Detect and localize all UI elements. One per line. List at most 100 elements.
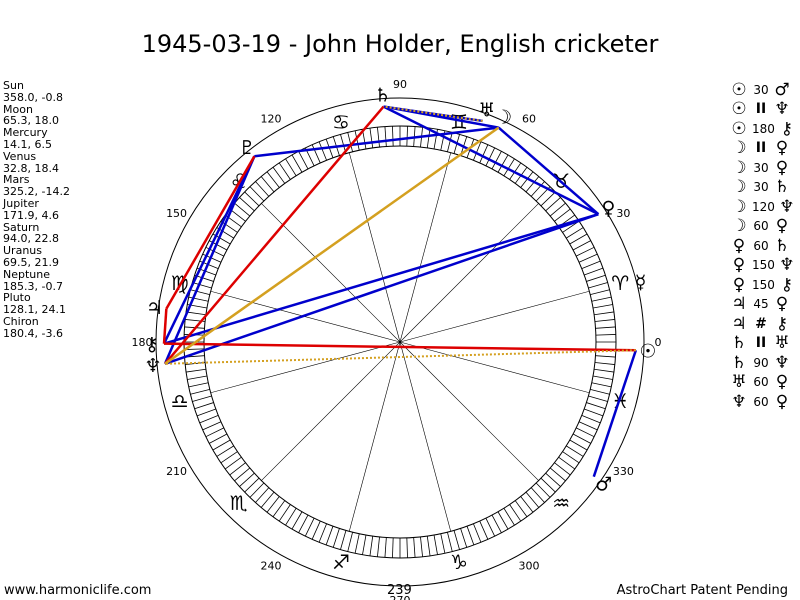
degree-tick xyxy=(384,126,387,147)
degree-tick xyxy=(266,171,280,188)
aspect-value: 30 xyxy=(753,82,769,97)
degree-tick xyxy=(572,240,591,251)
house-spoke xyxy=(399,341,452,532)
degree-tick xyxy=(558,456,575,470)
house-spoke xyxy=(261,203,401,343)
aspect-planet-1-glyph: ☉ xyxy=(731,79,747,100)
degree-tick xyxy=(420,536,423,557)
degree-tick xyxy=(575,246,595,257)
planet-name: Sun xyxy=(3,79,24,92)
degree-tick xyxy=(595,334,616,336)
aspect-planet-2-glyph: ♅ xyxy=(774,333,790,354)
zodiac-sign-glyph: ♈ xyxy=(611,271,629,295)
aspect-row: ☽ II ♀ xyxy=(730,138,796,159)
aspect-row: ☽ 120 ♆ xyxy=(730,197,796,217)
degree-tick xyxy=(354,533,360,554)
planet-glyph: ♃ xyxy=(146,297,163,319)
aspect-planet-1-glyph: ♅ xyxy=(731,372,747,393)
planet-glyph: ♇ xyxy=(238,137,255,159)
aspect-row: ♄ II ♅ xyxy=(730,333,796,354)
degree-tick xyxy=(362,534,367,555)
planet-coords: 180.4, -3.6 xyxy=(3,326,63,340)
degree-tick xyxy=(578,421,598,431)
planet-position-list: Sun 358.0, -0.8 Moon 65.3, 18.0 Mercury 14.1,… xyxy=(3,80,70,340)
degree-label: 180 xyxy=(132,336,153,349)
degree-tick xyxy=(509,504,522,522)
aspect-planet-2-glyph: ♄ xyxy=(774,235,790,256)
degree-tick xyxy=(595,326,616,329)
aspect-planet-2-glyph: ♂ xyxy=(774,79,790,100)
degree-tick xyxy=(332,528,340,548)
degree-label: 300 xyxy=(519,559,540,572)
degree-tick xyxy=(426,536,431,556)
degree-tick xyxy=(549,467,566,482)
aspect-planet-1-glyph: ☽ xyxy=(731,138,747,159)
degree-tick xyxy=(545,197,561,212)
aspect-line xyxy=(383,105,483,122)
degree-tick xyxy=(460,528,468,548)
degree-tick xyxy=(244,191,260,207)
degree-tick xyxy=(566,445,584,457)
aspect-planet-1-glyph: ♄ xyxy=(731,333,747,354)
aspect-line xyxy=(165,155,256,310)
degree-tick xyxy=(572,433,591,444)
degree-label: 210 xyxy=(166,465,187,478)
aspect-row: ♅ 60 ♀ xyxy=(730,372,796,393)
aspect-planet-1-glyph: ♀ xyxy=(732,235,746,256)
planet-coords: 325.2, -14.2 xyxy=(3,185,70,199)
degree-tick xyxy=(591,296,612,302)
outer-circle xyxy=(155,97,645,587)
degree-tick xyxy=(586,402,606,410)
degree-tick xyxy=(584,408,604,417)
degree-tick xyxy=(260,491,275,508)
aspect-planet-1-glyph: ♃ xyxy=(731,294,747,315)
aspect-planet-2-glyph: ♆ xyxy=(774,352,790,373)
degree-tick xyxy=(311,144,321,164)
degree-tick xyxy=(540,191,556,207)
planet-name: Pluto xyxy=(3,291,31,305)
degree-tick xyxy=(426,128,431,148)
aspect-row: ☽ 30 ♄ xyxy=(730,177,796,198)
degree-tick xyxy=(447,532,453,552)
house-spoke xyxy=(210,341,401,394)
degree-label: 30 xyxy=(616,207,630,220)
planet-name: Neptune xyxy=(3,267,51,281)
degree-tick xyxy=(485,147,496,167)
degree-tick xyxy=(260,176,275,193)
aspect-planet-2-glyph: ♀ xyxy=(775,294,789,315)
aspect-planet-2-glyph: ♆ xyxy=(774,99,790,120)
aspect-planet-1-glyph: ☉ xyxy=(731,99,747,120)
degree-tick xyxy=(447,132,453,152)
degree-tick xyxy=(530,487,545,503)
degree-tick xyxy=(255,181,270,197)
degree-tick xyxy=(199,415,219,424)
degree-tick xyxy=(298,514,309,533)
aspect-value: II xyxy=(755,335,767,352)
degree-tick xyxy=(220,451,238,464)
house-spoke xyxy=(261,341,401,481)
aspect-list: ☉ 30 ♂ ☉ II ♆ ☉ 180 ⚷ ☽ II ♀ ☽ 30 ♀ ☽ 30 ♄ ☽ 120 ♆ ☽ 60 ♀ ♀ 60 ♄ ♀ 1… xyxy=(730,80,796,412)
degree-tick xyxy=(433,534,438,555)
aspect-planet-2-glyph: ♄ xyxy=(774,177,790,198)
aspect-planet-1-glyph: ♆ xyxy=(731,391,747,412)
degree-tick xyxy=(192,282,212,289)
footer-website[interactable]: www.harmoniclife.com xyxy=(4,583,152,598)
aspect-planet-2-glyph: ⚷ xyxy=(775,313,789,334)
degree-tick xyxy=(186,311,206,316)
planet-name: Uranus xyxy=(3,244,42,258)
planet-name: Venus xyxy=(3,149,37,163)
aspect-line xyxy=(592,349,638,478)
house-spoke xyxy=(399,203,539,343)
degree-tick xyxy=(225,456,242,470)
degree-label: 0 xyxy=(655,336,662,349)
degree-tick xyxy=(196,408,216,417)
planet-coords: 32.8, 18.4 xyxy=(3,161,59,175)
degree-tick xyxy=(592,375,613,380)
aspect-planet-1-glyph: ☉ xyxy=(731,118,747,139)
degree-tick xyxy=(239,472,255,487)
planet-name: Chiron xyxy=(3,314,39,328)
aspect-value: 60 xyxy=(753,375,769,390)
zodiac-sign-glyph: ♏ xyxy=(230,491,248,515)
aspect-row: ♀ 60 ♄ xyxy=(730,236,796,256)
degree-tick xyxy=(194,402,214,410)
